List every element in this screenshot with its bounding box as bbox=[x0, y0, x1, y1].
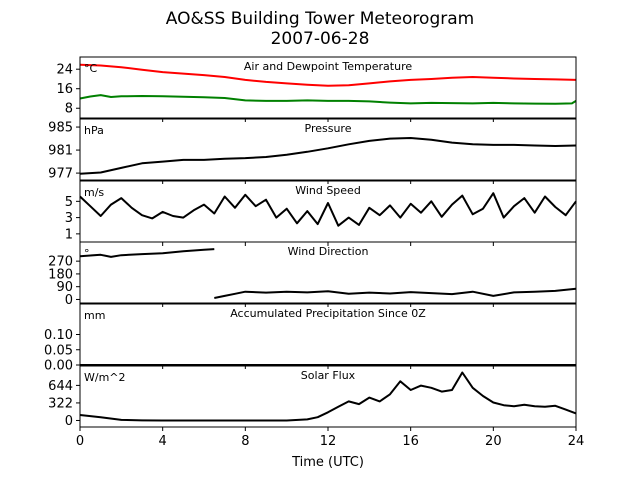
y-tick-label-1-0: 977 bbox=[48, 167, 73, 182]
y-tick-label-4-0: 0.00 bbox=[44, 359, 73, 374]
series-line-2-0 bbox=[79, 192, 577, 227]
y-tick-label-0-2: 24 bbox=[56, 63, 73, 78]
x-tick-label-12: 12 bbox=[320, 434, 337, 449]
x-tick-label-8: 8 bbox=[241, 434, 249, 449]
y-tick-label-4-1: 0.05 bbox=[44, 343, 73, 358]
series-line-3-1 bbox=[214, 287, 577, 299]
series-line-0-1 bbox=[79, 94, 577, 105]
y-tick-label-3-2: 180 bbox=[48, 267, 73, 282]
panel-title-5: Solar Flux bbox=[301, 369, 356, 382]
figure-title-line1: AO&SS Building Tower Meteorogram bbox=[166, 9, 474, 29]
y-tick-label-3-3: 270 bbox=[48, 255, 73, 270]
y-tick-label-5-2: 644 bbox=[48, 379, 73, 394]
panel-unit-4: mm bbox=[84, 309, 105, 322]
panel-0: 8 16 24 Air and Dewpoint Temperature °C bbox=[56, 56, 577, 122]
y-tick-label-0-0: 8 bbox=[65, 102, 73, 117]
series-line-5-0 bbox=[79, 371, 577, 422]
x-tick-label-4: 4 bbox=[159, 434, 167, 449]
y-tick-label-2-1: 3 bbox=[65, 211, 73, 226]
panel-title-3: Wind Direction bbox=[288, 245, 369, 258]
y-tick-label-5-1: 322 bbox=[48, 396, 73, 411]
panel-unit-1: hPa bbox=[84, 124, 104, 137]
panel-unit-5: W/m^2 bbox=[84, 371, 126, 384]
x-axis-label: Time (UTC) bbox=[291, 455, 364, 470]
panel-title-4: Accumulated Precipitation Since 0Z bbox=[230, 307, 426, 320]
panel-2: 135 Wind Speed m/s bbox=[65, 180, 577, 246]
panel-unit-2: m/s bbox=[84, 186, 104, 199]
y-tick-label-3-1: 90 bbox=[56, 280, 73, 295]
series-line-3-0 bbox=[79, 248, 215, 258]
y-tick-label-1-2: 985 bbox=[48, 121, 73, 136]
panel-title-2: Wind Speed bbox=[295, 184, 361, 197]
panel-unit-0: °C bbox=[84, 62, 98, 75]
panel-unit-3: ° bbox=[84, 247, 90, 260]
y-tick-label-4-2: 0.10 bbox=[44, 328, 73, 343]
panel-1: 977 981 985 Pressure hPa bbox=[48, 118, 577, 184]
panels-group: 8 16 24 Air and Dewpoint Temperature °C 977 98… bbox=[44, 56, 577, 431]
y-tick-label-2-2: 5 bbox=[65, 195, 73, 210]
x-tick-label-20: 20 bbox=[485, 434, 502, 449]
figure-title-line2: 2007-06-28 bbox=[271, 29, 370, 49]
x-tick-label-24: 24 bbox=[568, 434, 585, 449]
y-tick-label-2-0: 1 bbox=[65, 227, 73, 242]
panel-5: 0 322 644 Solar Flux W/m^2 bbox=[48, 365, 577, 431]
x-axis: 0 4 8 12 16 20 24 bbox=[76, 434, 584, 449]
y-tick-label-0-1: 16 bbox=[56, 82, 73, 97]
y-tick-label-5-0: 0 bbox=[65, 414, 73, 429]
panel-title-0: Air and Dewpoint Temperature bbox=[244, 60, 412, 73]
x-tick-label-0: 0 bbox=[76, 434, 84, 449]
x-tick-label-16: 16 bbox=[402, 434, 419, 449]
y-tick-label-3-0: 0 bbox=[65, 293, 73, 308]
series-line-1-0 bbox=[79, 137, 577, 175]
panel-4: 0.000.050.10 Accumulated Precipitation Si… bbox=[44, 303, 577, 374]
series-line-0-0 bbox=[79, 63, 577, 87]
y-tick-label-1-1: 981 bbox=[48, 144, 73, 159]
panel-title-1: Pressure bbox=[305, 122, 352, 135]
